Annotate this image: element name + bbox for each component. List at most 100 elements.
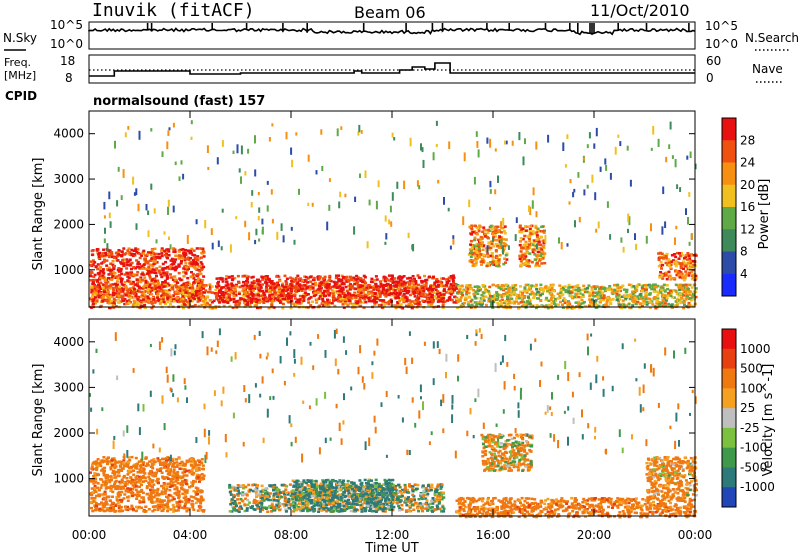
data-cell [96,458,100,461]
data-cell [267,284,271,288]
data-cell [402,293,406,296]
data-cell [140,279,144,282]
data-cell [281,302,285,306]
data-cell [159,273,163,276]
data-cell [335,281,339,284]
data-cell [686,252,690,255]
data-cell [482,253,486,257]
data-cell [270,189,273,195]
data-cell [505,140,508,145]
data-cell [253,287,257,290]
data-cell [134,476,138,479]
data-cell [179,284,183,288]
data-cell [359,279,363,283]
data-cell [479,244,483,248]
data-cell [214,305,218,308]
data-cell [284,280,288,283]
data-cell [415,285,419,289]
data-cell [225,280,229,284]
data-cell [413,300,417,304]
data-cell [503,257,507,260]
data-cell [384,292,388,295]
data-cell [679,273,683,276]
data-cell [663,302,667,305]
data-cell [271,299,275,303]
data-cell [664,221,667,229]
data-cell [187,282,191,286]
data-cell [204,220,207,229]
data-cell [336,296,340,299]
data-cell [659,286,663,290]
data-cell [277,291,281,294]
data-cell [160,247,164,250]
data-cell [134,267,137,270]
data-cell [295,282,299,285]
data-cell [373,303,377,306]
data-cell [489,246,493,250]
data-cell [382,299,386,302]
data-cell [147,475,151,479]
data-cell [133,466,137,469]
data-cell [111,274,115,278]
data-cell [271,218,274,224]
data-cell [130,490,134,494]
data-cell [273,290,277,293]
data-cell [346,295,350,299]
data-cell [405,300,409,303]
data-cell [662,254,666,257]
data-cell [147,265,151,269]
data-cell [119,505,123,509]
data-cell [601,287,605,290]
data-cell [406,277,410,280]
data-cell [646,297,650,300]
data-cell [265,283,269,287]
data-cell [605,301,609,304]
data-cell [656,294,660,297]
data-cell [218,289,222,292]
data-cell [156,256,160,259]
data-cell [221,280,225,283]
data-cell [331,295,335,298]
data-cell [518,230,522,233]
data-cell [684,283,688,286]
data-cell [573,295,577,299]
data-cell [175,285,179,288]
data-cell [160,275,164,279]
data-cell [630,294,634,297]
data-cell [497,303,501,307]
data-cell [177,476,181,479]
data-cell [567,286,571,289]
data-cell [117,298,120,301]
data-cell [650,223,652,232]
data-cell [663,294,667,297]
data-cell [629,179,632,187]
data-cell [182,289,186,292]
data-cell [517,306,521,309]
data-cell [515,300,518,303]
data-cell [687,217,689,225]
data-cell [509,289,513,293]
data-cell [178,256,182,260]
data-cell [254,297,258,300]
data-cell [664,299,668,302]
data-cell [321,301,325,305]
data-cell [236,274,240,278]
data-cell [492,237,494,242]
data-cell [166,296,170,299]
data-cell [528,302,532,306]
data-cell [667,302,671,306]
data-cell [378,291,382,294]
data-cell [314,281,317,285]
data-cell [200,303,204,307]
data-cell [162,293,166,297]
data-cell [674,290,678,293]
data-cell [96,482,100,485]
data-cell [141,496,145,499]
data-cell [520,255,524,259]
data-cell [153,260,157,264]
data-cell [124,480,128,484]
data-cell [663,290,667,293]
noise-right-tick-low: 10^0 [705,37,738,51]
data-cell [478,249,482,253]
data-cell [623,294,627,298]
